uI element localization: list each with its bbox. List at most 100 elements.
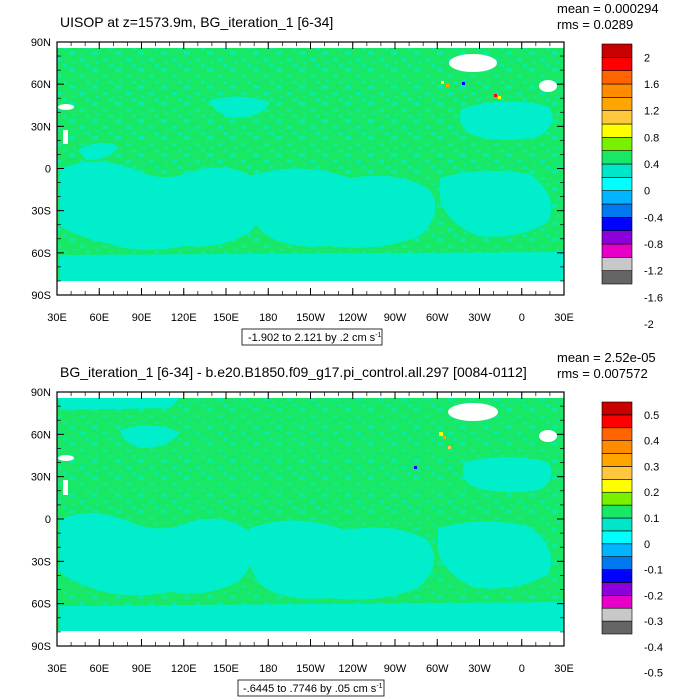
colorbar: 0.5 0.4 0.3 0.2 0.1 0 -0.1 -0.2 -0.3 -0.4 -0.5 bbox=[601, 401, 663, 680]
lat-tick-label: 60S bbox=[31, 248, 51, 260]
colorbar-swatch bbox=[601, 427, 633, 441]
colorbar-swatch bbox=[601, 97, 633, 111]
colorbar-label: -0.5 bbox=[644, 668, 663, 680]
colorbar-swatch bbox=[601, 43, 633, 58]
colorbar-swatch bbox=[601, 177, 633, 191]
range-label: -1.902 to 2.121 by .2 cm s-1 bbox=[248, 332, 382, 344]
panel-title: UISOP at z=1573.9m, BG_iteration_1 [6-34… bbox=[60, 14, 333, 30]
colorbar-swatch bbox=[601, 466, 633, 480]
colorbar-swatch bbox=[601, 190, 633, 205]
colorbar-label: -1.6 bbox=[644, 292, 663, 304]
axis-ticks: 90N 60N 30N 0 30S 60S 90S 30E 60E 90E 120E 150E 180 1… bbox=[31, 387, 574, 675]
colorbar-label: 0.8 bbox=[644, 132, 659, 144]
colorbar-swatch bbox=[601, 137, 633, 151]
axis-ticks: 90N 60N 30N 0 30S 60S 90S 30E 60E 90E 120E 150E 180 1… bbox=[31, 37, 574, 324]
colorbar-swatch bbox=[601, 70, 633, 85]
colorbar-label: 0 bbox=[644, 186, 650, 198]
lon-tick-label: 180 bbox=[259, 663, 277, 675]
lon-tick-label: 180 bbox=[259, 312, 277, 324]
map-field bbox=[57, 392, 564, 646]
colorbar-swatch bbox=[601, 401, 633, 416]
colorbar-label: -0.8 bbox=[644, 239, 663, 251]
panel-top: UISOP at z=1573.9m, BG_iteration_1 [6-34… bbox=[31, 1, 663, 346]
lon-tick-label: 90W bbox=[384, 312, 407, 324]
range-box bbox=[237, 679, 385, 697]
lat-tick-label: 90S bbox=[31, 290, 51, 302]
colorbar-swatch bbox=[601, 150, 633, 165]
mean-stat: mean = 2.52e-05 bbox=[557, 350, 656, 365]
colorbar-label: 1.6 bbox=[644, 79, 659, 91]
panel-title: BG_iteration_1 [6-34] - b.e20.B1850.f09_… bbox=[60, 364, 527, 380]
lon-tick-label: 60W bbox=[426, 663, 449, 675]
lon-tick-label: 150W bbox=[296, 312, 325, 324]
colorbar-label: -0.4 bbox=[644, 212, 663, 224]
colorbar-label: -1.2 bbox=[644, 266, 663, 278]
lon-tick-label: 30E bbox=[554, 663, 574, 675]
lon-tick-label: 60W bbox=[426, 312, 449, 324]
colorbar-label: 0.4 bbox=[644, 436, 659, 448]
colorbar-label: 0.3 bbox=[644, 461, 659, 473]
colorbar-label: -0.2 bbox=[644, 590, 663, 602]
colorbar-label: -0.3 bbox=[644, 616, 663, 628]
rms-stat: rms = 0.007572 bbox=[557, 366, 648, 381]
lon-tick-label: 90E bbox=[132, 312, 152, 324]
range-box bbox=[241, 328, 383, 346]
colorbar-label: 0.2 bbox=[644, 487, 659, 499]
lon-tick-label: 150E bbox=[213, 663, 239, 675]
colorbar-swatch bbox=[601, 491, 633, 506]
lon-tick-label: 30E bbox=[554, 312, 574, 324]
colorbar-swatch bbox=[601, 504, 633, 519]
lat-tick-label: 30S bbox=[31, 206, 51, 218]
colorbar-label: 0.1 bbox=[644, 513, 659, 525]
colorbar-swatch bbox=[601, 569, 633, 583]
lon-tick-label: 90W bbox=[384, 663, 407, 675]
colorbar-swatch bbox=[601, 203, 633, 218]
lon-tick-label: 150W bbox=[296, 663, 325, 675]
rms-stat: rms = 0.0289 bbox=[557, 17, 633, 32]
colorbar-swatch bbox=[601, 414, 633, 429]
lon-tick-label: 120W bbox=[338, 312, 367, 324]
colorbar-swatch bbox=[601, 217, 633, 231]
colorbar-swatch bbox=[601, 556, 633, 570]
lon-tick-label: 30E bbox=[47, 312, 67, 324]
range-label: -.6445 to .7746 by .05 cm s-1 bbox=[243, 683, 383, 695]
colorbar-swatch bbox=[601, 110, 633, 125]
lon-tick-label: 30W bbox=[468, 663, 491, 675]
lat-tick-label: 0 bbox=[45, 164, 51, 176]
lat-tick-label: 60N bbox=[31, 79, 51, 91]
lon-tick-label: 30E bbox=[47, 663, 67, 675]
colorbar-swatch bbox=[601, 257, 633, 271]
colorbar-label: 0.5 bbox=[644, 410, 659, 422]
colorbar-label: 0 bbox=[644, 539, 650, 551]
colorbar-label: 2 bbox=[644, 52, 650, 64]
colorbar-label: -0.4 bbox=[644, 642, 663, 654]
lat-tick-label: 90S bbox=[31, 641, 51, 653]
lat-tick-label: 60S bbox=[31, 599, 51, 611]
colorbar-swatch bbox=[601, 123, 633, 138]
colorbar-swatch bbox=[601, 595, 633, 609]
colorbar-swatch bbox=[601, 270, 633, 285]
lat-tick-label: 30N bbox=[31, 121, 51, 133]
map-field bbox=[57, 42, 564, 295]
colorbar-swatch bbox=[601, 607, 633, 622]
lat-tick-label: 30N bbox=[31, 472, 51, 484]
colorbar: 2 1.6 1.2 0.8 0.4 0 -0.4 -0.8 -1.2 -1.6 -2 bbox=[601, 43, 663, 331]
lon-tick-label: 60E bbox=[89, 663, 109, 675]
lat-tick-label: 0 bbox=[45, 514, 51, 526]
lat-tick-label: 90N bbox=[31, 37, 51, 49]
colorbar-label: -2 bbox=[644, 319, 654, 331]
colorbar-swatch bbox=[601, 453, 633, 467]
lon-tick-label: 0 bbox=[519, 663, 525, 675]
lon-tick-label: 120E bbox=[171, 312, 197, 324]
colorbar-swatch bbox=[601, 543, 633, 557]
lon-tick-label: 30W bbox=[468, 312, 491, 324]
lat-tick-label: 90N bbox=[31, 387, 51, 399]
colorbar-swatch bbox=[601, 243, 633, 258]
lon-tick-label: 150E bbox=[213, 312, 239, 324]
lon-tick-label: 120W bbox=[338, 663, 367, 675]
colorbar-swatch bbox=[601, 479, 633, 493]
lat-tick-label: 60N bbox=[31, 429, 51, 441]
lat-tick-label: 30S bbox=[31, 556, 51, 568]
colorbar-swatch bbox=[601, 440, 633, 454]
